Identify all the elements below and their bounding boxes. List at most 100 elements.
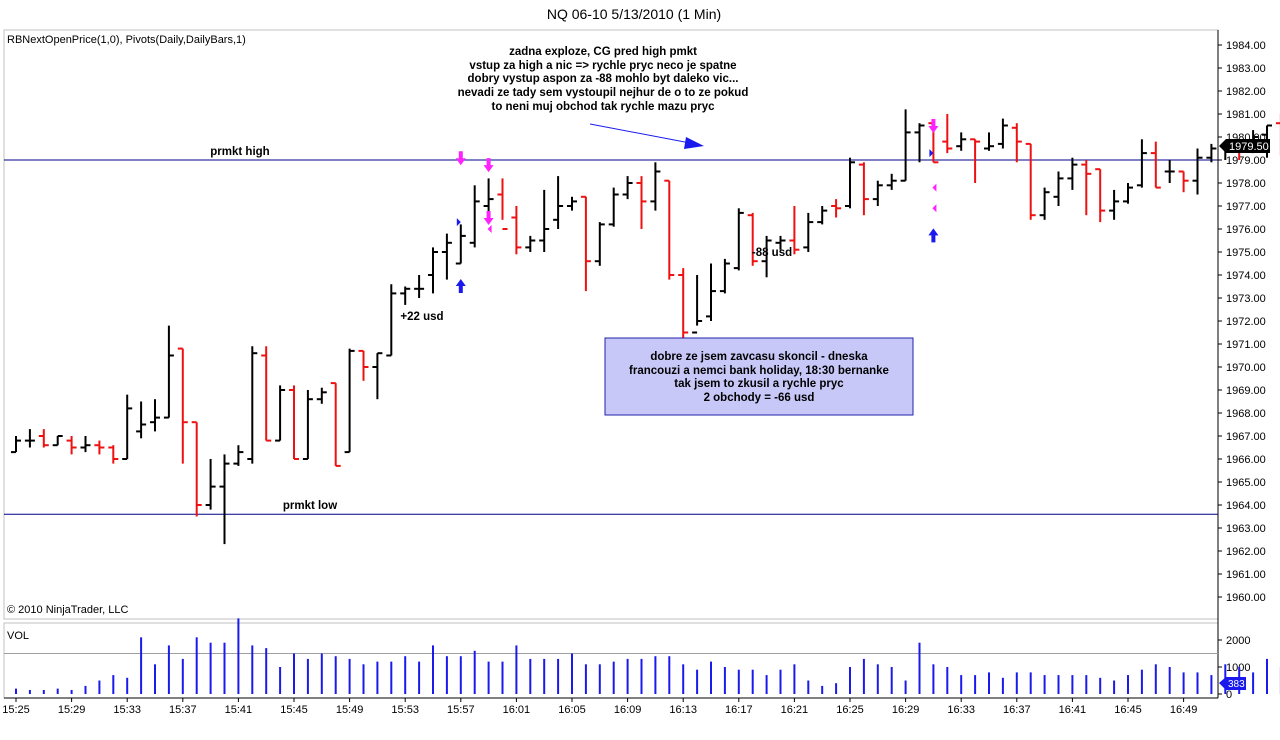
ohlc-bar bbox=[789, 206, 800, 255]
ohlc-bar bbox=[1136, 139, 1147, 188]
time-tick-label: 15:29 bbox=[58, 704, 86, 716]
time-tick-label: 15:37 bbox=[169, 704, 197, 716]
time-tick-label: 15:49 bbox=[336, 704, 364, 716]
price-tick-label: 1975.00 bbox=[1226, 247, 1266, 259]
price-tick-label: 1982.00 bbox=[1226, 86, 1266, 98]
svg-text:vstup za high a nic => rychle: vstup za high a nic => rychle pryc neco … bbox=[469, 60, 736, 72]
ohlc-bar bbox=[1275, 114, 1280, 156]
ohlc-bar bbox=[594, 222, 605, 266]
trade-markers bbox=[455, 119, 939, 293]
ohlc-bar bbox=[1053, 171, 1064, 206]
ohlc-bar bbox=[150, 399, 160, 432]
svg-text:383: 383 bbox=[1228, 679, 1245, 690]
time-tick-label: 15:41 bbox=[225, 704, 253, 716]
price-tick-label: 1964.00 bbox=[1226, 500, 1266, 512]
ohlc-bar bbox=[831, 199, 842, 218]
ohlc-bar bbox=[1109, 189, 1120, 220]
ohlc-bar bbox=[1150, 141, 1161, 189]
ohlc-bar bbox=[872, 180, 883, 206]
time-tick-label: 16:05 bbox=[558, 704, 586, 716]
ohlc-bar bbox=[289, 385, 299, 460]
ohlc-bar bbox=[1178, 170, 1189, 193]
time-tick-label: 16:17 bbox=[725, 704, 753, 716]
svg-text:dobre ze jsem zavcasu skoncil: dobre ze jsem zavcasu skoncil - dneska bbox=[650, 351, 868, 363]
ohlc-bar bbox=[803, 212, 814, 252]
exit-arrow-icon bbox=[483, 211, 494, 225]
ohlc-bar bbox=[511, 206, 522, 255]
ohlc-bar bbox=[108, 445, 119, 464]
ohlc-bar bbox=[567, 196, 577, 211]
ohlc-bar bbox=[636, 176, 647, 229]
ohlc-bar bbox=[997, 118, 1008, 149]
ohlc-bar bbox=[1011, 123, 1022, 163]
ohlc-bar bbox=[1025, 142, 1036, 220]
price-flag-icon bbox=[487, 225, 492, 233]
ohlc-bar bbox=[233, 445, 244, 466]
ohlc-bar bbox=[191, 421, 202, 517]
time-tick-label: 16:21 bbox=[781, 704, 809, 716]
price-tick-label: 1972.00 bbox=[1226, 316, 1266, 328]
level-label: prmkt low bbox=[283, 500, 337, 512]
ohlc-bar bbox=[316, 387, 327, 404]
ohlc-bar bbox=[539, 189, 550, 252]
time-axis: 15:25 15:29 15:33 15:37 15:41 15:45 15:49 15:53… bbox=[2, 698, 1197, 716]
time-tick-label: 15:45 bbox=[280, 704, 308, 716]
svg-text:francouzi a nemci bank holiday: francouzi a nemci bank holiday, 18:30 be… bbox=[629, 365, 889, 377]
volume-label: VOL bbox=[7, 630, 29, 642]
ohlc-bar bbox=[372, 352, 383, 400]
price-flag-icon bbox=[456, 218, 461, 227]
price-tick-label: 1984.00 bbox=[1226, 40, 1266, 52]
ohlc-bar bbox=[497, 178, 508, 230]
ohlc-bar bbox=[942, 114, 953, 154]
time-tick-label: 16:09 bbox=[614, 704, 642, 716]
ohlc-bar bbox=[1095, 168, 1106, 223]
ohlc-bar bbox=[914, 123, 925, 163]
volume-tick-label: 2000 bbox=[1226, 635, 1250, 647]
time-tick-label: 16:41 bbox=[1059, 704, 1087, 716]
price-tick-label: 1981.00 bbox=[1226, 109, 1266, 121]
annotation-arrow bbox=[589, 123, 704, 149]
ohlc-bar bbox=[678, 268, 689, 344]
ohlc-bar bbox=[845, 157, 855, 209]
ohlc-bar bbox=[984, 132, 994, 151]
svg-text:tak jsem to zkusil a rychle pr: tak jsem to zkusil a rychle pryc bbox=[674, 378, 844, 390]
trade2-result: -88 usd bbox=[752, 247, 792, 259]
time-tick-label: 16:49 bbox=[1170, 704, 1198, 716]
svg-text:1979.50: 1979.50 bbox=[1229, 141, 1269, 153]
pivot-levels: prmkt high prmkt low bbox=[4, 146, 1218, 515]
ohlc-bar bbox=[469, 185, 480, 248]
ohlc-bar bbox=[1164, 160, 1175, 183]
price-tick-label: 1965.00 bbox=[1226, 477, 1266, 489]
ohlc-bar bbox=[1039, 187, 1050, 220]
ohlc-bar bbox=[344, 348, 355, 454]
ohlc-bar bbox=[247, 346, 258, 464]
price-tick-label: 1961.00 bbox=[1226, 569, 1266, 581]
exit-arrow-icon bbox=[455, 151, 466, 166]
ohlc-bar bbox=[886, 173, 897, 190]
time-tick-label: 16:29 bbox=[892, 704, 920, 716]
price-tick-label: 1978.00 bbox=[1226, 178, 1266, 190]
ohlc-bar bbox=[11, 436, 21, 454]
indicators-label: RBNextOpenPrice(1,0), Pivots(Daily,Daily… bbox=[7, 34, 246, 46]
ohlc-bar bbox=[66, 436, 77, 455]
time-tick-label: 16:13 bbox=[669, 704, 697, 716]
svg-text:2 obchody = -66 usd: 2 obchody = -66 usd bbox=[704, 392, 815, 404]
ohlc-bar bbox=[38, 429, 49, 448]
ohlc-bar bbox=[275, 385, 286, 442]
ohlc-bar bbox=[358, 349, 369, 381]
price-tick-label: 1970.00 bbox=[1226, 362, 1266, 374]
time-tick-label: 15:53 bbox=[391, 704, 419, 716]
exit-arrow-icon bbox=[483, 158, 494, 173]
ohlc-bar bbox=[553, 176, 564, 229]
price-flag-icon bbox=[932, 183, 937, 192]
ohlc-bar bbox=[1067, 157, 1078, 190]
ohlc-bar bbox=[622, 176, 633, 200]
time-tick-label: 16:25 bbox=[836, 704, 864, 716]
ohlc-bar bbox=[428, 247, 438, 294]
last-volume-badge: 383 bbox=[1219, 677, 1246, 690]
time-tick-label: 16:01 bbox=[503, 704, 531, 716]
ohlc-bar bbox=[956, 132, 967, 151]
top-note: zadna exploze, CG pred high pmkt vstup z… bbox=[458, 46, 749, 113]
price-axis: 1960.00 1961.00 1962.00 1963.00 1964.00 1965.… bbox=[1218, 40, 1266, 604]
